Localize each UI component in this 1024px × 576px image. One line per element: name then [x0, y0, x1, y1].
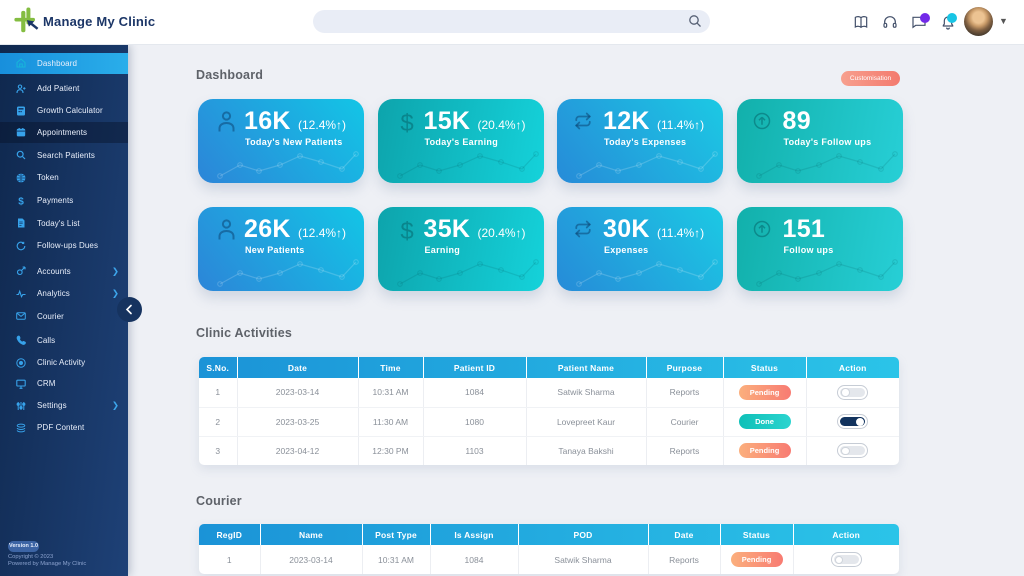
svg-text:$: $ — [400, 111, 413, 135]
svg-text:$: $ — [400, 219, 413, 243]
svg-text:$: $ — [18, 196, 24, 205]
